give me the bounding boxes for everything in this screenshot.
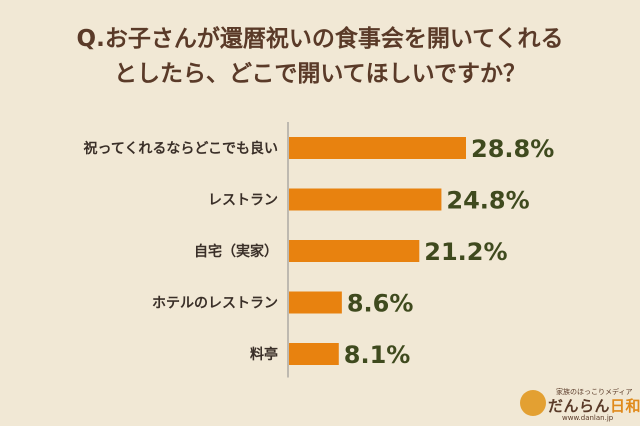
- logo-url: www.danlan.jp: [562, 414, 614, 422]
- logo-name: だんらん日和: [548, 395, 640, 416]
- category-label: レストラン: [208, 193, 278, 209]
- logo-circle-icon: [520, 390, 546, 416]
- title-line-1: Q.お子さんが還暦祝いの食事会を開いてくれる: [76, 26, 564, 52]
- value-label: 8.6%: [347, 290, 414, 318]
- category-label: ホテルのレストラン: [152, 296, 278, 312]
- brand-logo: 家族のほっこりメディア だんらん日和 www.danlan.jp: [520, 384, 640, 424]
- logo-name-accent: 日和: [610, 397, 640, 415]
- bar: [289, 240, 420, 262]
- value-label: 21.2%: [424, 238, 507, 266]
- value-label: 28.8%: [471, 135, 554, 163]
- category-label: 料亭: [250, 346, 278, 363]
- bar: [289, 188, 442, 211]
- chart-title: Q.お子さんが還暦祝いの食事会を開いてくれる としたら、どこで開いてほしいですか…: [0, 22, 640, 92]
- logo-tagline: 家族のほっこりメディア: [556, 388, 633, 396]
- title-line-2: としたら、どこで開いてほしいですか？: [114, 61, 526, 87]
- bar: [289, 343, 339, 365]
- value-label: 8.1%: [344, 341, 411, 369]
- value-label: 24.8%: [446, 187, 529, 215]
- bar: [289, 137, 466, 159]
- category-label: 自宅（実家）: [194, 243, 278, 260]
- category-label: 祝ってくれるならどこでも良い: [84, 140, 278, 157]
- logo-name-main: だんらん: [548, 397, 611, 415]
- bar: [289, 291, 342, 314]
